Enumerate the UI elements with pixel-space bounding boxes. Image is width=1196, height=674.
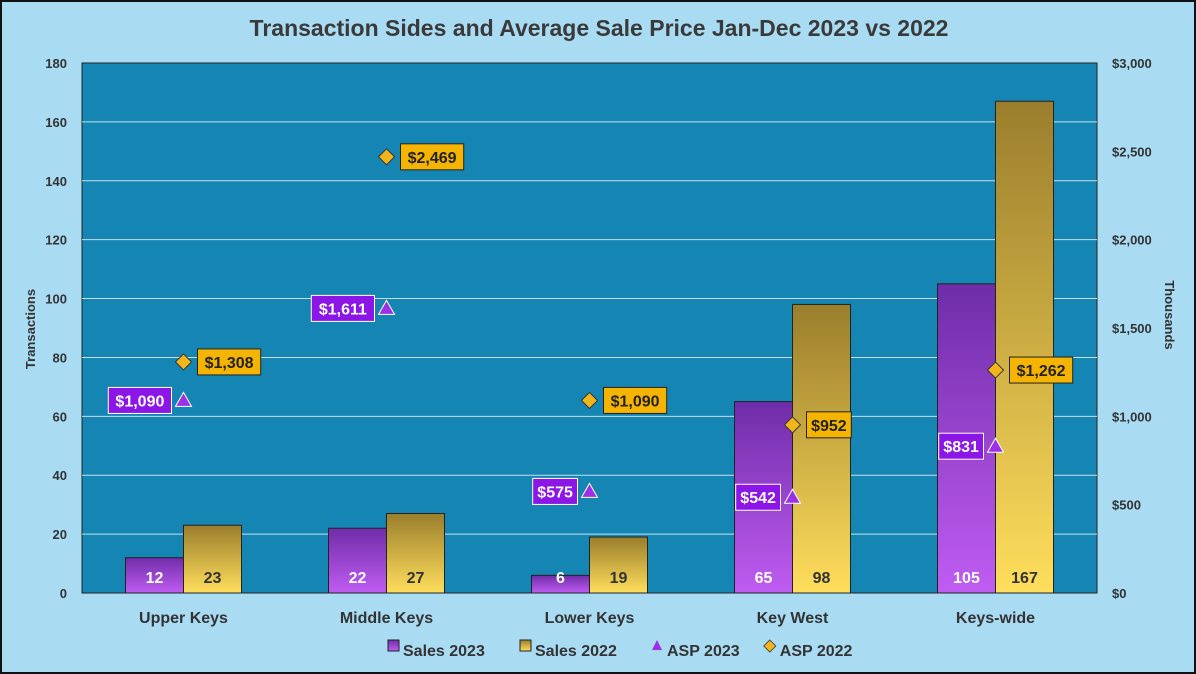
asp-2023-label: $831 <box>943 439 979 456</box>
asp-2023-label: $542 <box>740 490 776 507</box>
asp-2022-marker <box>174 353 193 371</box>
asp-2022-label: $1,308 <box>205 355 254 372</box>
y-tick-label: 40 <box>53 468 67 483</box>
asp-2022-marker <box>986 361 1005 379</box>
y2-tick-label: $1,000 <box>1112 409 1152 424</box>
bar-sales-2022 <box>386 513 445 594</box>
bar-sales-2022 <box>183 524 242 594</box>
bar-sales-2022 <box>995 100 1054 594</box>
y-tick-label: 0 <box>60 586 67 601</box>
y2-tick-label: $1,500 <box>1112 321 1152 336</box>
gridlines <box>82 121 1097 535</box>
y-tick-label: 100 <box>45 292 67 307</box>
asp-2023-label-box <box>735 483 782 511</box>
bar-sales-2022-label: 27 <box>407 570 425 587</box>
bar-sales-2023-label: 105 <box>953 570 980 587</box>
asp-2022-label: $2,469 <box>408 150 457 167</box>
bar-sales-2023-label: 6 <box>556 570 565 587</box>
x-category-label: Middle Keys <box>340 610 433 627</box>
y2-tick-label: $0 <box>1112 586 1126 601</box>
bar-sales-2022-label: 23 <box>204 570 222 587</box>
bar-sales-2022-label: 19 <box>610 570 628 587</box>
y2-tick-label: $3,000 <box>1112 56 1152 71</box>
left-axis-ticks: 0 20 40 60 80 100 120 140 160 180 <box>45 56 67 601</box>
y-tick-label: 180 <box>45 56 67 71</box>
asp-2023-marker <box>377 299 396 315</box>
category-labels: Upper Keys Middle Keys Lower Keys Key West K… <box>139 610 1035 627</box>
legend-label: ASP 2023 <box>667 643 740 660</box>
asp-2022-label-box <box>806 411 852 439</box>
asp-2023-marker <box>986 437 1005 453</box>
x-category-label: Keys-wide <box>956 610 1035 627</box>
asp-2022-marker <box>580 391 599 410</box>
y-tick-label: 140 <box>45 174 67 189</box>
asp-2022-label: $952 <box>811 418 847 435</box>
y2-tick-label: $500 <box>1112 498 1141 513</box>
bar-sales-2023 <box>328 527 387 594</box>
asp-2022-label-box <box>603 386 668 414</box>
y-axis-title: Transactions <box>23 289 38 369</box>
legend-label: ASP 2022 <box>780 643 853 660</box>
bar-sales-2022 <box>589 536 648 594</box>
asp-2022-marker <box>783 416 802 434</box>
legend-label: Sales 2023 <box>403 643 485 660</box>
asp-2023-label: $575 <box>537 484 573 501</box>
y2-tick-label: $2,500 <box>1112 144 1152 159</box>
asp-2022-label-box <box>197 348 262 376</box>
x-category-label: Key West <box>757 610 829 627</box>
y2-tick-label: $2,000 <box>1112 233 1152 248</box>
bar-sales-2023-label: 12 <box>146 570 164 587</box>
bar-sales-2023-label: 65 <box>755 570 773 587</box>
asp-2023-label-box <box>310 294 375 322</box>
bar-sales-2022-label: 167 <box>1011 570 1038 587</box>
y2-axis-title: Thousands <box>1162 280 1177 349</box>
asp-markers: $1,090 $1,308 $1,611 $2,469 $575 $1,090 $542 $9… <box>107 143 1074 511</box>
bar-sales-2023-label: 22 <box>349 570 367 587</box>
legend-swatch-sales-2023 <box>387 639 400 652</box>
asp-2023-label: $1,090 <box>115 393 164 410</box>
asp-2023-label: $1,611 <box>319 301 367 318</box>
asp-2023-marker <box>783 488 802 504</box>
bar-sales-2022 <box>792 303 851 594</box>
bars: 12 23 22 27 6 19 65 98 105 167 <box>125 100 1054 594</box>
legend-swatch-sales-2022 <box>519 639 532 652</box>
legend-diamond-icon <box>763 639 777 653</box>
legend-triangle-icon <box>652 640 662 650</box>
asp-2022-marker <box>377 148 396 166</box>
asp-2022-label-box <box>400 143 465 171</box>
asp-2023-marker <box>580 482 599 498</box>
y-tick-label: 120 <box>45 233 67 248</box>
x-category-label: Upper Keys <box>139 610 228 627</box>
asp-2023-label-box <box>532 477 579 505</box>
asp-2023-marker <box>174 391 193 407</box>
x-category-label: Lower Keys <box>545 610 635 627</box>
asp-2023-label-box <box>107 386 173 414</box>
y-tick-label: 60 <box>53 409 67 424</box>
bar-sales-2023 <box>125 557 184 594</box>
legend: Sales 2023 Sales 2022 ASP 2023 ASP 2022 <box>387 639 853 660</box>
asp-2022-label: $1,090 <box>611 393 660 410</box>
legend-label: Sales 2022 <box>535 643 617 660</box>
asp-2022-label: $1,262 <box>1017 363 1066 380</box>
right-axis-ticks: $0 $500 $1,000 $1,500 $2,000 $2,500 $3,000 <box>1112 56 1152 601</box>
y-tick-label: 20 <box>53 527 67 542</box>
y-tick-label: 80 <box>53 350 67 365</box>
asp-2022-label-box <box>1009 356 1074 384</box>
chart-title: Transaction Sides and Average Sale Price… <box>250 15 949 41</box>
plot-area <box>81 62 1098 594</box>
bar-sales-2022-label: 98 <box>813 570 831 587</box>
y-tick-label: 160 <box>45 115 67 130</box>
asp-2023-label-box <box>938 432 985 460</box>
